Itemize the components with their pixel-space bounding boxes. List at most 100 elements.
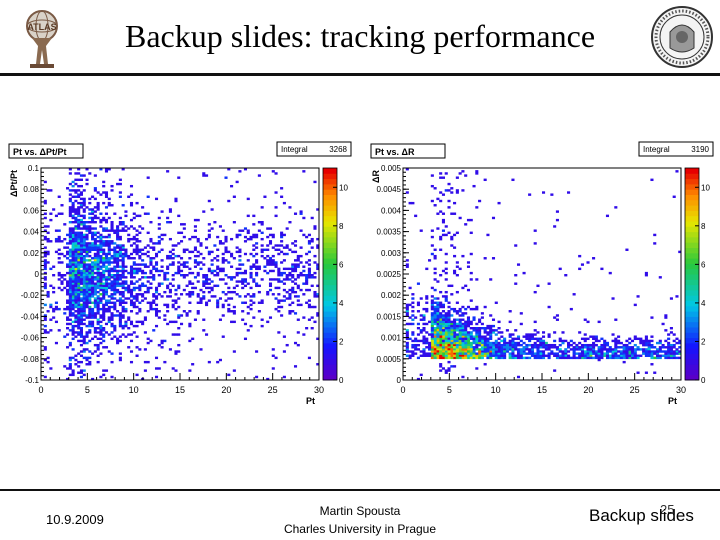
heatmap-cell: [166, 286, 170, 290]
heatmap-cell: [271, 269, 275, 273]
heatmap-cell: [469, 348, 473, 351]
heatmap-cell: [202, 290, 206, 294]
heatmap-cell: [68, 231, 72, 235]
heatmap-cell: [96, 299, 100, 302]
heatmap-cell: [79, 223, 83, 226]
heatmap-cell: [129, 299, 134, 302]
heatmap-cell: [104, 252, 109, 256]
heatmap-cell: [110, 257, 114, 260]
heatmap-cell: [293, 265, 298, 268]
heatmap-cell: [450, 356, 454, 360]
heatmap-cell: [271, 278, 275, 281]
heatmap-cell: [444, 369, 448, 372]
heatmap-cell: [255, 261, 259, 264]
heatmap-cell: [450, 331, 454, 334]
heatmap-cell: [263, 257, 267, 260]
heatmap-cell: [93, 314, 97, 317]
heatmap-cell: [43, 318, 47, 321]
heatmap-cell: [68, 265, 72, 268]
heatmap-cell: [572, 350, 576, 353]
heatmap-cell: [118, 229, 122, 232]
heatmap-cell: [450, 352, 454, 355]
heatmap-cell: [138, 301, 142, 304]
heatmap-cell: [293, 244, 298, 247]
heatmap-cell: [46, 240, 50, 243]
heatmap-cell: [619, 346, 623, 349]
heatmap-cell: [578, 346, 582, 349]
heatmap-cell: [433, 267, 437, 271]
heatmap-cell: [199, 301, 203, 304]
heatmap-cell: [255, 259, 259, 262]
heatmap-cell: [416, 333, 420, 336]
color-scale-band: [323, 337, 337, 344]
heatmap-cell: [296, 254, 300, 258]
heatmap-cell: [422, 348, 426, 351]
heatmap-cell: [547, 282, 551, 285]
heatmap-cell: [430, 354, 434, 357]
heatmap-cell: [77, 168, 81, 171]
heatmap-cell: [82, 293, 86, 296]
heatmap-cell: [408, 337, 412, 341]
heatmap-cell: [88, 265, 92, 268]
heatmap-cell: [202, 210, 206, 213]
heatmap-cell: [221, 267, 225, 271]
heatmap-cell: [416, 301, 420, 304]
heatmap-cell: [166, 265, 170, 268]
heatmap-cell: [96, 201, 100, 205]
heatmap-cell: [110, 248, 114, 251]
heatmap-cell: [525, 352, 529, 355]
heatmap-cell: [82, 259, 86, 262]
heatmap-cell: [113, 265, 117, 268]
heatmap-cell: [104, 193, 109, 196]
heatmap-cell: [107, 267, 111, 271]
heatmap-cell: [91, 195, 95, 198]
heatmap-cell: [436, 305, 440, 309]
heatmap-cell: [43, 229, 47, 232]
heatmap-cell: [152, 299, 156, 302]
heatmap-cell: [102, 303, 106, 307]
heatmap-cell: [210, 208, 214, 211]
heatmap-cell: [653, 352, 657, 355]
color-scale-band: [685, 178, 699, 185]
heatmap-cell: [71, 284, 75, 288]
heatmap-cell: [271, 293, 275, 296]
heatmap-cell: [313, 254, 317, 258]
heatmap-cell: [444, 356, 448, 360]
heatmap-cell: [447, 182, 451, 186]
heatmap-cell: [118, 322, 122, 326]
heatmap-cell: [650, 352, 654, 355]
heatmap-cell: [614, 206, 618, 209]
heatmap-cell: [141, 263, 145, 266]
heatmap-cell: [428, 346, 432, 349]
heatmap-cell: [461, 312, 465, 315]
heatmap-cell: [118, 299, 122, 302]
heatmap-cell: [102, 191, 106, 194]
heatmap-cell: [455, 348, 459, 351]
heatmap-cell: [157, 284, 161, 288]
heatmap-cell: [127, 327, 131, 330]
heatmap-cell: [182, 265, 186, 268]
y-axis: 00.00050.0010.00150.0020.00250.0030.0035…: [371, 164, 409, 385]
heatmap-cell: [260, 223, 264, 226]
heatmap-cell: [71, 231, 75, 235]
heatmap-cell: [475, 346, 479, 349]
heatmap-cell: [79, 237, 83, 241]
heatmap-cell: [107, 278, 111, 281]
heatmap-cell: [160, 346, 164, 349]
heatmap-cell: [561, 331, 565, 334]
heatmap-cell: [439, 339, 443, 343]
heatmap-cell: [154, 312, 159, 315]
heatmap-cell: [447, 335, 451, 338]
x-tick-label: 15: [175, 385, 185, 395]
heatmap-cell: [149, 246, 153, 249]
heatmap-cell: [425, 310, 429, 313]
heatmap-cell: [110, 225, 114, 228]
heatmap-cell: [113, 276, 117, 279]
heatmap-cell: [489, 329, 493, 332]
heatmap-cell: [500, 346, 504, 349]
heatmap-cell: [439, 348, 443, 351]
heatmap-cell: [553, 343, 557, 347]
heatmap-cell: [107, 316, 111, 319]
heatmap-cell: [149, 269, 153, 273]
heatmap-cell: [96, 331, 100, 334]
